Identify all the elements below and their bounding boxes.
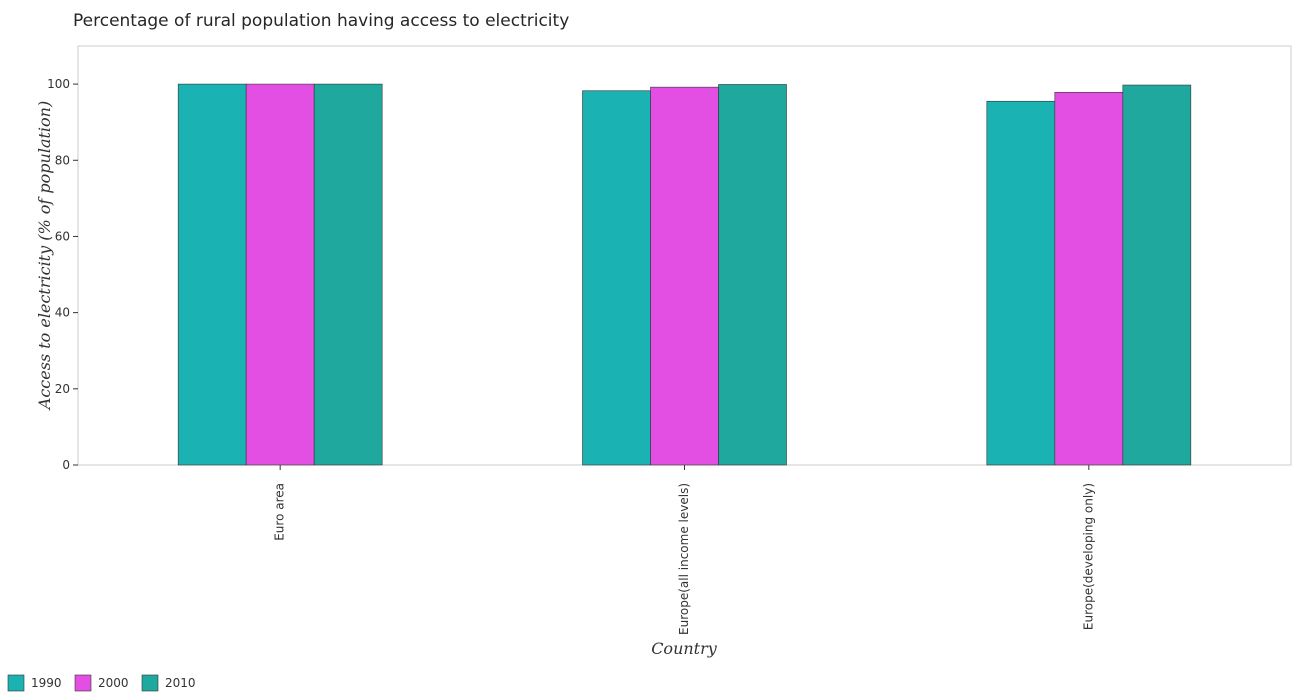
bar-2000-2 [1054,91,1124,466]
bar-2010-1 [718,84,787,466]
x-tick-label: Euro area [273,483,287,541]
legend-label-2000: 2000 [98,676,129,690]
bar-2010-0 [313,83,383,466]
bar-2000-1 [650,86,719,466]
x-axis-label: Country [651,639,718,658]
bar-2000-0 [245,83,315,466]
bars [177,83,1192,466]
y-axis-label: Access to electricity (% of population) [35,101,54,411]
legend-label-1990: 1990 [31,676,62,690]
legend-label-2010: 2010 [165,676,196,690]
x-tick-label: Europe(developing only) [1081,483,1095,630]
y-tick-label: 60 [55,229,70,243]
x-axis-ticks: Euro area Europe(all income levels) Europe… [273,465,1095,635]
chart-title: Percentage of rural population having ac… [73,11,569,31]
y-tick-label: 80 [55,153,70,167]
bar-1990-0 [177,83,247,466]
bar-2010-2 [1122,84,1192,466]
x-tick-label: Europe(all income levels) [677,483,691,635]
y-tick-label: 0 [62,458,70,472]
y-tick-label: 40 [55,306,70,320]
y-tick-label: 100 [47,77,70,91]
y-axis-ticks: 0 20 40 60 80 100 [47,77,78,472]
y-tick-label: 20 [55,382,70,396]
bar-1990-2 [986,100,1056,466]
legend-swatch-2000 [74,674,92,692]
legend: 1990 2000 2010 [7,674,196,692]
legend-swatch-2010 [141,674,159,692]
bar-1990-1 [582,90,651,466]
legend-swatch-1990 [7,674,25,692]
